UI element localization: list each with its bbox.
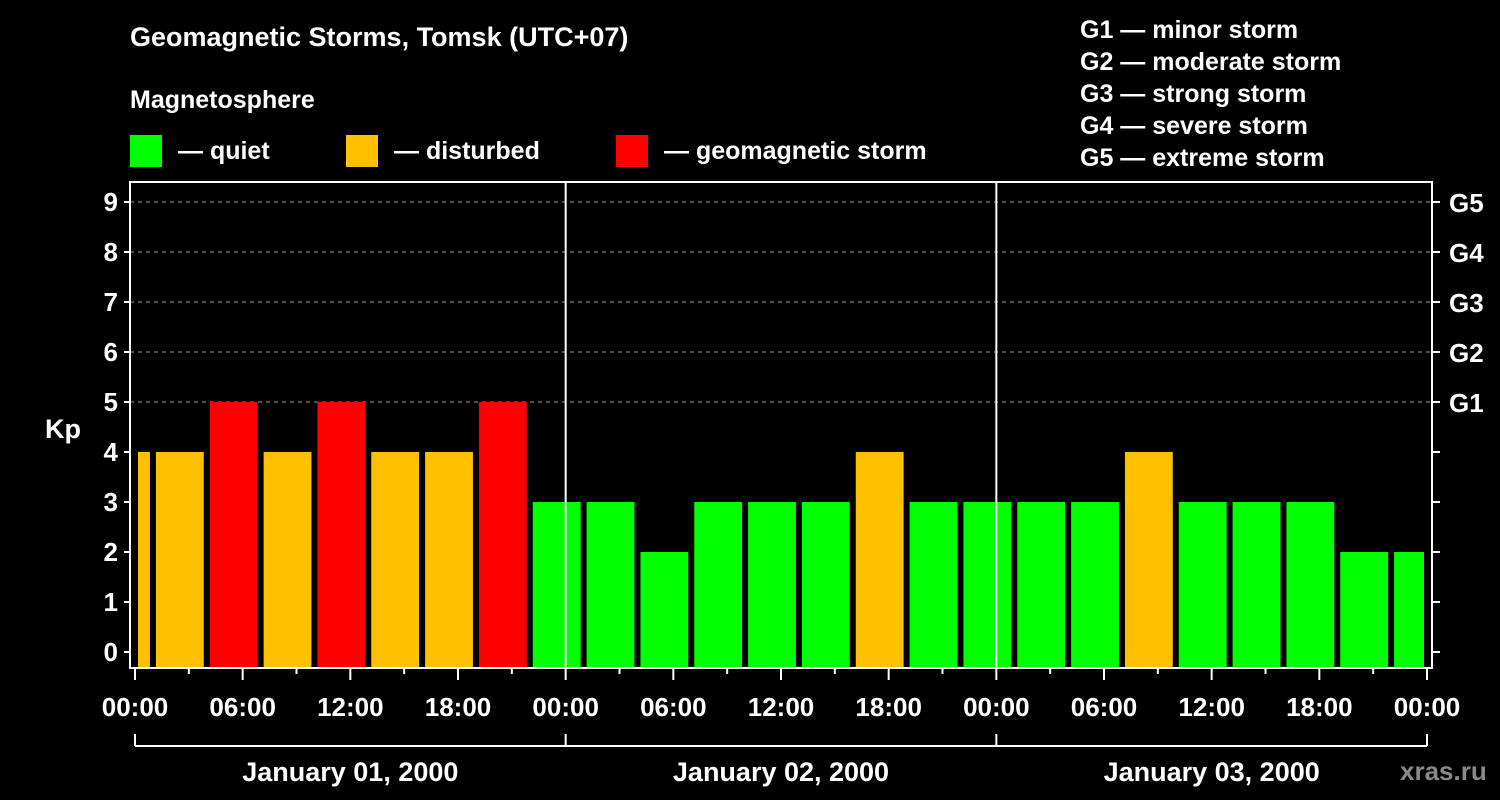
kp-bar bbox=[317, 402, 366, 668]
y-tick-label: 8 bbox=[104, 237, 118, 267]
kp-bar bbox=[1124, 452, 1173, 668]
legend-label-storm: — geomagnetic storm bbox=[664, 136, 927, 165]
kp-bar bbox=[1394, 552, 1424, 668]
y-tick-label: 4 bbox=[104, 437, 119, 467]
chart-subtitle: Magnetosphere bbox=[130, 86, 315, 114]
storm-level-tick-label: G2 bbox=[1449, 338, 1484, 368]
kp-bar bbox=[371, 452, 420, 668]
kp-bar bbox=[1071, 502, 1119, 668]
legend-item-storm: — geomagnetic storm bbox=[616, 134, 927, 168]
storm-level-tick-label: G5 bbox=[1449, 188, 1484, 218]
y-tick-label: 1 bbox=[104, 587, 118, 617]
x-tick-label: 12:00 bbox=[1178, 692, 1245, 722]
y-tick-label: 2 bbox=[104, 537, 118, 567]
x-tick-label: 06:00 bbox=[1071, 692, 1138, 722]
x-tick-label: 06:00 bbox=[640, 692, 707, 722]
legend-swatch-disturbed bbox=[346, 135, 378, 167]
day-label: January 03, 2000 bbox=[1104, 757, 1320, 787]
y-tick-label: 6 bbox=[104, 337, 118, 367]
kp-bar bbox=[478, 402, 527, 668]
y-tick-label: 5 bbox=[104, 387, 118, 417]
kp-bar bbox=[801, 502, 850, 668]
kp-bar bbox=[425, 452, 473, 668]
kp-bar bbox=[138, 452, 150, 668]
storm-level-g1: G1 — minor storm bbox=[1080, 16, 1299, 44]
chart-title: Geomagnetic Storms, Tomsk (UTC+07) bbox=[130, 22, 629, 52]
day-label: January 01, 2000 bbox=[242, 757, 458, 787]
legend-label-disturbed: — disturbed bbox=[394, 136, 540, 165]
kp-bar bbox=[155, 452, 204, 668]
kp-bar bbox=[694, 502, 743, 668]
x-tick-label: 00:00 bbox=[102, 692, 169, 722]
legend-swatch-quiet bbox=[130, 135, 162, 167]
y-axis-label: Kp bbox=[45, 414, 81, 444]
x-tick-label: 12:00 bbox=[748, 692, 815, 722]
x-tick-label: 00:00 bbox=[532, 692, 599, 722]
legend-item-quiet: — quiet bbox=[130, 134, 270, 168]
storm-level-tick-label: G1 bbox=[1449, 388, 1484, 418]
y-tick-label: 0 bbox=[104, 637, 118, 667]
x-tick-label: 18:00 bbox=[1286, 692, 1353, 722]
storm-level-g3: G3 — strong storm bbox=[1080, 80, 1307, 108]
y-tick-label: 7 bbox=[104, 287, 118, 317]
legend-label-quiet: — quiet bbox=[178, 136, 270, 165]
kp-bar bbox=[909, 502, 958, 668]
storm-level-tick-label: G3 bbox=[1449, 288, 1484, 318]
x-tick-label: 18:00 bbox=[425, 692, 492, 722]
kp-bar bbox=[263, 452, 312, 668]
x-tick-label: 18:00 bbox=[855, 692, 922, 722]
storm-level-g2: G2 — moderate storm bbox=[1080, 48, 1342, 76]
x-tick-label: 12:00 bbox=[317, 692, 384, 722]
kp-bar bbox=[1017, 502, 1066, 668]
kp-bar bbox=[640, 552, 689, 668]
kp-bar bbox=[532, 502, 581, 668]
kp-bar bbox=[1232, 502, 1281, 668]
kp-bar bbox=[1178, 502, 1227, 668]
day-label: January 02, 2000 bbox=[673, 757, 889, 787]
storm-level-g4: G4 — severe storm bbox=[1080, 112, 1308, 140]
y-tick-label: 9 bbox=[104, 187, 118, 217]
kp-bar bbox=[748, 502, 796, 668]
x-tick-label: 00:00 bbox=[1394, 692, 1461, 722]
kp-bar bbox=[1286, 502, 1335, 668]
kp-bar bbox=[586, 502, 635, 668]
kp-bar bbox=[209, 402, 258, 668]
storm-level-legend: G1 — minor storm G2 — moderate storm G3 … bbox=[1080, 14, 1341, 174]
kp-bar bbox=[855, 452, 904, 668]
kp-bar bbox=[963, 502, 1012, 668]
x-tick-label: 00:00 bbox=[963, 692, 1030, 722]
legend-item-disturbed: — disturbed bbox=[346, 134, 540, 168]
storm-level-tick-label: G4 bbox=[1449, 238, 1484, 268]
legend-swatch-storm bbox=[616, 135, 648, 167]
kp-bar bbox=[1340, 552, 1389, 668]
brand-watermark: xras.ru bbox=[1400, 756, 1487, 786]
storm-level-g5: G5 — extreme storm bbox=[1080, 144, 1325, 172]
y-tick-label: 3 bbox=[104, 487, 118, 517]
x-tick-label: 06:00 bbox=[209, 692, 276, 722]
